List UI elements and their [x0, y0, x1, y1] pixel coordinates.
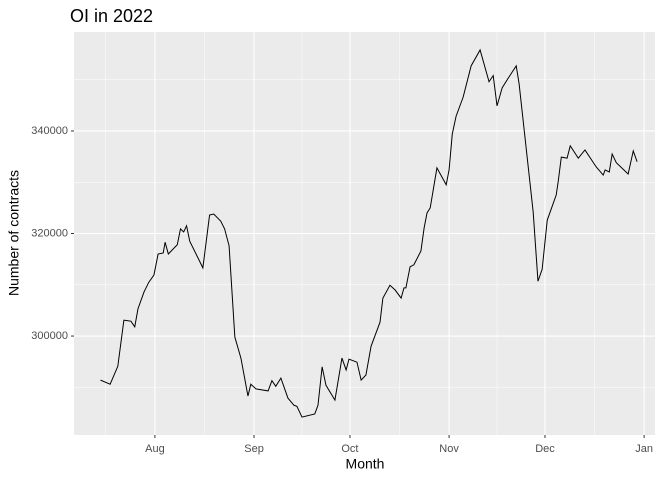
x-tick-label: Dec: [535, 443, 555, 455]
x-tick-label: Oct: [341, 443, 358, 455]
x-axis-title: Month: [346, 456, 385, 472]
y-axis-title: Number of contracts: [6, 170, 22, 296]
y-tick-label: 300000: [31, 330, 68, 342]
x-tick-label: Jan: [635, 443, 653, 455]
x-tick-label: Aug: [145, 443, 165, 455]
line: [100, 48, 638, 418]
x-tick-label: Nov: [439, 443, 459, 455]
chart-title: OI in 2022: [70, 6, 153, 26]
y-tick-label: 340000: [31, 125, 68, 137]
x-tick-label: Sep: [244, 443, 264, 455]
y-tick-label: 320000: [31, 227, 68, 239]
